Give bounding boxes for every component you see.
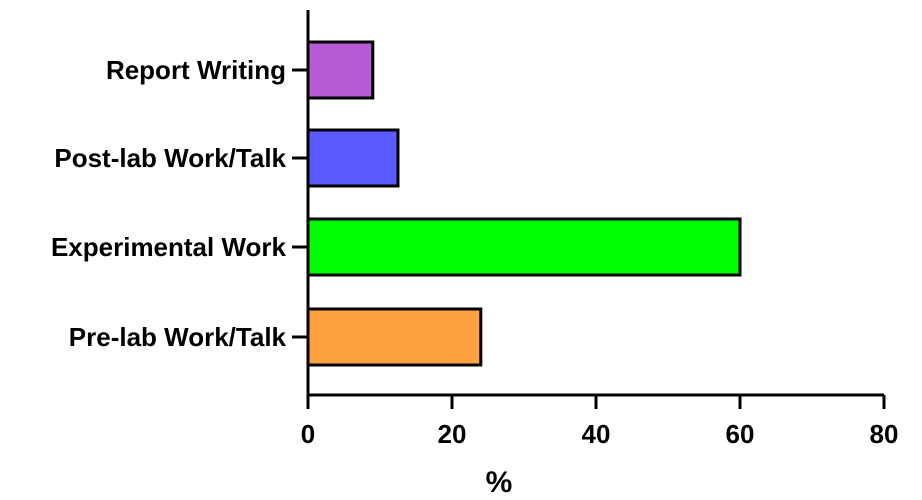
y-tick-label-pre-lab-work-talk: Pre-lab Work/Talk (69, 322, 287, 352)
x-tick-label-80: 80 (870, 419, 899, 449)
x-tick-label-0: 0 (301, 419, 315, 449)
ticks-layer (292, 68, 886, 409)
x-tick-label-20: 20 (438, 419, 467, 449)
labels-layer: Report Writing Post-lab Work/Talk Experime… (51, 55, 899, 449)
x-tick-label-60: 60 (726, 419, 755, 449)
y-tick-label-post-lab-work-talk: Post-lab Work/Talk (54, 143, 286, 173)
bar-experimental-work (306, 217, 742, 277)
bar-report-writing (306, 40, 375, 100)
bar-pre-lab-work-talk (306, 307, 483, 367)
bar-post-lab-work-talk (306, 128, 400, 188)
x-axis-title: % (486, 466, 513, 499)
y-tick-label-experimental-work: Experimental Work (51, 232, 287, 262)
y-tick-label-report-writing: Report Writing (106, 55, 286, 85)
bars-layer (306, 40, 742, 367)
x-tick-label-40: 40 (582, 419, 611, 449)
